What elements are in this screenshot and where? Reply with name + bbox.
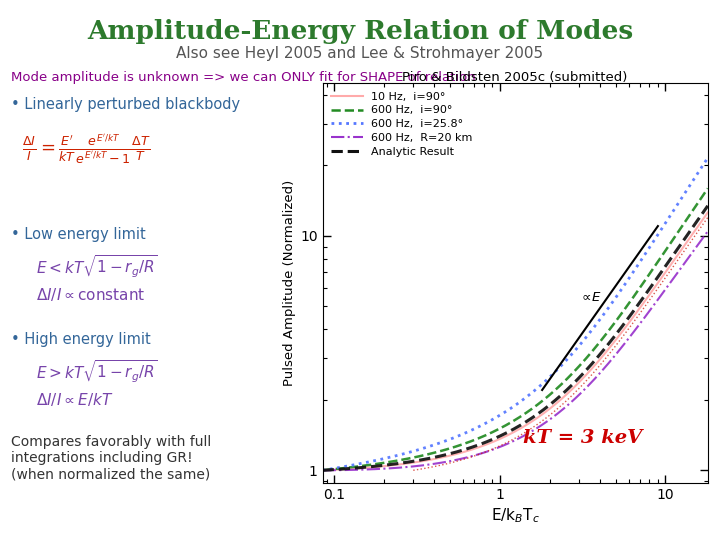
- Text: • Linearly perturbed blackbody: • Linearly perturbed blackbody: [11, 97, 240, 112]
- Text: $E < kT\sqrt{1-r_g/R}$: $E < kT\sqrt{1-r_g/R}$: [36, 254, 158, 280]
- X-axis label: E/k$_B$T$_c$: E/k$_B$T$_c$: [491, 507, 539, 525]
- Text: kT = 3 keV: kT = 3 keV: [523, 429, 642, 447]
- Text: $\frac{\Delta I}{I} = \frac{E^{\prime}}{kT} \frac{e^{E^{\prime}/kT}}{e^{E^{\prim: $\frac{\Delta I}{I} = \frac{E^{\prime}}{…: [22, 132, 150, 166]
- Text: $\propto\!E$: $\propto\!E$: [579, 291, 601, 304]
- Text: • High energy limit: • High energy limit: [11, 332, 150, 347]
- Text: • Low energy limit: • Low energy limit: [11, 227, 145, 242]
- Text: Compares favorably with full
integrations including GR!
(when normalized the sam: Compares favorably with full integration…: [11, 435, 211, 481]
- Legend: 10 Hz,  i=90°, 600 Hz,  i=90°, 600 Hz,  i=25.8°, 600 Hz,  R=20 km, Analytic Resu: 10 Hz, i=90°, 600 Hz, i=90°, 600 Hz, i=2…: [328, 88, 476, 160]
- Text: $\Delta I/I \propto \mathrm{constant}$: $\Delta I/I \propto \mathrm{constant}$: [36, 286, 145, 303]
- Y-axis label: Pulsed Amplitude (Normalized): Pulsed Amplitude (Normalized): [283, 180, 296, 386]
- Text: Mode amplitude is unknown => we can ONLY fit for SHAPE of relation: Mode amplitude is unknown => we can ONLY…: [11, 71, 475, 84]
- Text: Also see Heyl 2005 and Lee & Strohmayer 2005: Also see Heyl 2005 and Lee & Strohmayer …: [176, 46, 544, 61]
- Text: Piro & Bildsten 2005c (submitted): Piro & Bildsten 2005c (submitted): [402, 71, 628, 84]
- Text: $\Delta I/I \propto E/kT$: $\Delta I/I \propto E/kT$: [36, 392, 113, 408]
- Text: $E > kT\sqrt{1-r_g/R}$: $E > kT\sqrt{1-r_g/R}$: [36, 359, 158, 386]
- Text: Amplitude-Energy Relation of Modes: Amplitude-Energy Relation of Modes: [87, 19, 633, 44]
